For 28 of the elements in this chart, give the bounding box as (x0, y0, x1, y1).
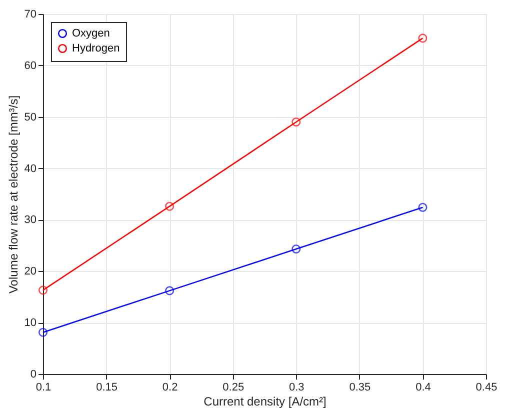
y-tick-label: 70 (24, 8, 36, 20)
point (38, 286, 48, 295)
legend-label: Hydrogen (72, 42, 120, 54)
x-tick-label: 0.3 (288, 382, 304, 394)
y-tick-label: 20 (24, 266, 36, 278)
point (292, 117, 301, 127)
x-tick-label: 0.1 (36, 382, 52, 394)
x-tick-label: 0.35 (349, 382, 371, 394)
y-tick-label: 40 (24, 162, 36, 175)
point (165, 286, 174, 296)
x-tick-label: 0.4 (416, 382, 431, 394)
x-tick-label: 0.25 (222, 382, 244, 394)
y-tick-label: 30 (24, 214, 36, 226)
x-tick-label: 0.45 (476, 382, 498, 394)
point (292, 244, 301, 254)
legend-label: Oxygen (72, 28, 110, 40)
point (418, 34, 428, 43)
x-axis-title: Current density [A/cm²] (204, 394, 326, 408)
x-tick-label: 0.15 (96, 382, 118, 394)
x-tick-label: 0.2 (162, 382, 178, 394)
y-tick-label: 0 (30, 368, 36, 380)
point (38, 328, 48, 337)
point (418, 202, 428, 212)
y-tick-label: 60 (24, 60, 36, 72)
y-tick-label: 10 (24, 317, 36, 330)
y-axis-title: Volume flow rate at electrode [mm³/s] (6, 95, 20, 294)
point (165, 202, 174, 211)
y-tick-label: 50 (24, 111, 36, 124)
